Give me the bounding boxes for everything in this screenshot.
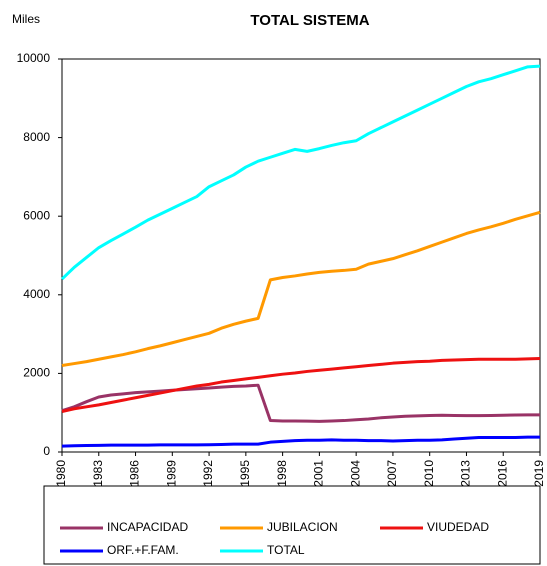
x-tick-label: 1983 xyxy=(91,460,105,487)
y-tick-label: 0 xyxy=(43,444,50,458)
series-line xyxy=(61,356,541,413)
legend-label: VIUDEDAD xyxy=(427,520,489,534)
x-tick-label: 2001 xyxy=(312,460,326,487)
x-tick-label: 1998 xyxy=(275,460,289,487)
x-tick-label: 2016 xyxy=(495,460,509,487)
series-line xyxy=(61,210,541,368)
series-line xyxy=(60,64,541,281)
x-tick-label: 1989 xyxy=(164,460,178,487)
x-tick-label: 1995 xyxy=(238,460,252,487)
x-tick-label: 1992 xyxy=(201,460,215,487)
chart-title: TOTAL SISTEMA xyxy=(250,12,369,29)
x-tick-label: 2019 xyxy=(532,460,546,487)
y-axis-label: Miles xyxy=(12,12,40,26)
x-tick-label: 1980 xyxy=(54,460,68,487)
y-tick-label: 8000 xyxy=(23,130,50,144)
x-tick-label: 2010 xyxy=(422,460,436,487)
legend-label: JUBILACION xyxy=(267,520,338,534)
x-tick-label: 2004 xyxy=(348,460,362,487)
x-tick-label: 2007 xyxy=(385,460,399,487)
y-tick-label: 10000 xyxy=(17,51,51,65)
y-tick-label: 2000 xyxy=(23,366,50,380)
series-line xyxy=(61,383,540,423)
y-tick-label: 6000 xyxy=(23,208,50,222)
legend-label: TOTAL xyxy=(267,543,305,557)
x-tick-label: 1986 xyxy=(128,460,142,487)
legend-box xyxy=(43,485,541,565)
plot-area xyxy=(61,58,541,453)
y-tick-label: 4000 xyxy=(23,287,50,301)
legend-label: INCAPACIDAD xyxy=(107,520,188,534)
legend-label: ORF.+F.FAM. xyxy=(107,543,179,557)
series-line xyxy=(61,435,540,448)
x-tick-label: 2013 xyxy=(459,460,473,487)
